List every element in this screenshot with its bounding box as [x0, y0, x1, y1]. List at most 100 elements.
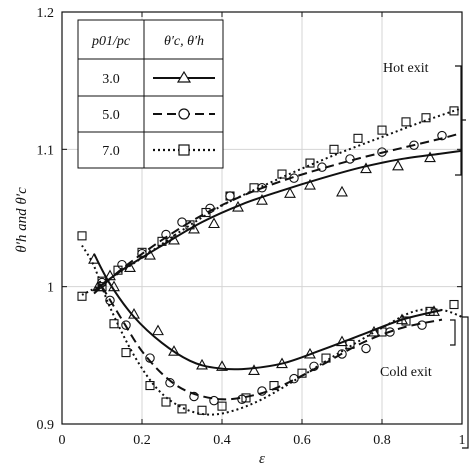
data-point-square	[401, 316, 411, 326]
x-tick-label: 1	[459, 433, 466, 448]
legend-entry-3: 3.0	[102, 72, 120, 87]
x-tick-label: 0.2	[133, 433, 151, 448]
legend-entry-5: 5.0	[102, 108, 120, 123]
data-point-square	[109, 319, 119, 329]
legend-square-marker	[178, 144, 190, 156]
data-point-circle	[417, 320, 427, 330]
data-point-circle	[377, 147, 387, 157]
bracket-hot-exit	[455, 65, 466, 176]
series-layer	[77, 106, 463, 416]
data-point-square	[225, 191, 235, 201]
data-point-circle	[309, 361, 319, 372]
data-point-circle	[289, 173, 299, 183]
data-point-square	[113, 265, 123, 275]
x-tick-label: 0.8	[373, 433, 391, 448]
data-point-square	[269, 380, 279, 391]
data-point-triangle	[360, 162, 372, 174]
data-point-triangle	[144, 248, 156, 260]
y-tick-label: 1.2	[37, 6, 55, 21]
y-tick-label: 1.1	[37, 143, 55, 158]
data-point-circle	[437, 130, 447, 141]
data-point-triangle	[88, 253, 100, 264]
data-point-triangle	[168, 345, 180, 356]
data-point-square	[329, 144, 339, 154]
data-point-triangle	[248, 364, 260, 375]
data-point-triangle	[196, 358, 208, 370]
data-point-square	[305, 158, 315, 168]
data-point-triangle	[108, 280, 120, 292]
annotation-cold-exit: Cold exit	[380, 365, 432, 380]
data-point-triangle	[152, 324, 164, 336]
data-point-square	[77, 231, 87, 241]
data-point-square	[449, 299, 459, 310]
bracket-cold-exit-mid	[450, 319, 456, 346]
data-point-square	[277, 169, 287, 179]
data-point-circle	[289, 373, 299, 384]
data-point-square	[137, 247, 147, 257]
data-point-triangle	[128, 308, 140, 319]
legend-header-ratio: p01/pc	[91, 34, 131, 49]
data-point-circle	[317, 162, 327, 172]
data-point-triangle	[304, 347, 316, 359]
data-point-square	[97, 276, 107, 286]
data-point-circle	[121, 320, 131, 330]
data-point-square	[425, 306, 435, 316]
data-point-square	[401, 117, 411, 127]
data-point-square	[121, 348, 131, 358]
data-point-square	[77, 291, 87, 301]
data-point-square	[249, 183, 259, 193]
plot-frame	[61, 11, 463, 425]
x-tick-label: 0.6	[293, 433, 311, 448]
data-point-circle	[257, 386, 267, 396]
data-point-square	[421, 113, 431, 123]
data-point-square	[201, 207, 211, 218]
legend-box	[77, 19, 224, 169]
data-point-triangle	[208, 217, 220, 229]
data-point-square	[161, 397, 171, 407]
data-point-circle	[105, 295, 115, 306]
data-point-triangle	[168, 233, 180, 245]
legend-entry-7: 7.0	[102, 144, 120, 159]
legend-header-temps: θ′c, θ′h	[164, 34, 204, 49]
data-point-square	[449, 106, 459, 116]
series-line-3.0-cold	[93, 253, 443, 371]
x-tick-label: 0.4	[213, 433, 231, 448]
data-point-circle	[337, 349, 347, 359]
annotations: Hot exit Cold exit	[380, 61, 469, 449]
series-line-5.0-hot	[93, 131, 463, 295]
legend-triangle-marker	[176, 70, 192, 83]
data-point-triangle	[104, 269, 116, 281]
data-point-circle	[189, 391, 199, 402]
data-point-triangle	[124, 261, 136, 272]
data-point-square	[197, 405, 207, 415]
data-point-square	[177, 404, 187, 414]
data-point-triangle	[216, 360, 228, 371]
data-point-triangle	[336, 335, 348, 347]
x-tick-label: 0	[59, 433, 66, 448]
ticks: 0 0.2 0.4 0.6 0.8 1 0.9 1 1.1 1.2	[37, 6, 466, 448]
legend-circle-marker	[178, 108, 190, 120]
data-point-square	[185, 220, 195, 230]
x-axis-label: ε	[259, 451, 265, 467]
series-line-7.0-hot	[81, 107, 463, 296]
data-point-triangle	[256, 194, 268, 205]
data-point-circle	[361, 343, 371, 354]
data-point-square	[297, 368, 307, 378]
data-point-circle	[345, 154, 355, 164]
data-point-triangle	[368, 325, 380, 337]
data-point-triangle	[304, 178, 316, 190]
data-point-triangle	[276, 357, 288, 369]
data-point-square	[353, 133, 363, 143]
data-point-square	[145, 380, 155, 391]
data-point-square	[345, 339, 355, 349]
y-tick-label: 1	[47, 281, 54, 296]
data-point-triangle	[392, 159, 404, 171]
data-point-circle	[145, 353, 155, 363]
data-point-triangle	[336, 185, 348, 197]
data-point-square	[217, 401, 227, 411]
data-point-circle	[165, 378, 175, 388]
data-point-square	[377, 327, 387, 337]
data-point-square	[157, 236, 167, 246]
data-point-circle	[409, 140, 419, 150]
